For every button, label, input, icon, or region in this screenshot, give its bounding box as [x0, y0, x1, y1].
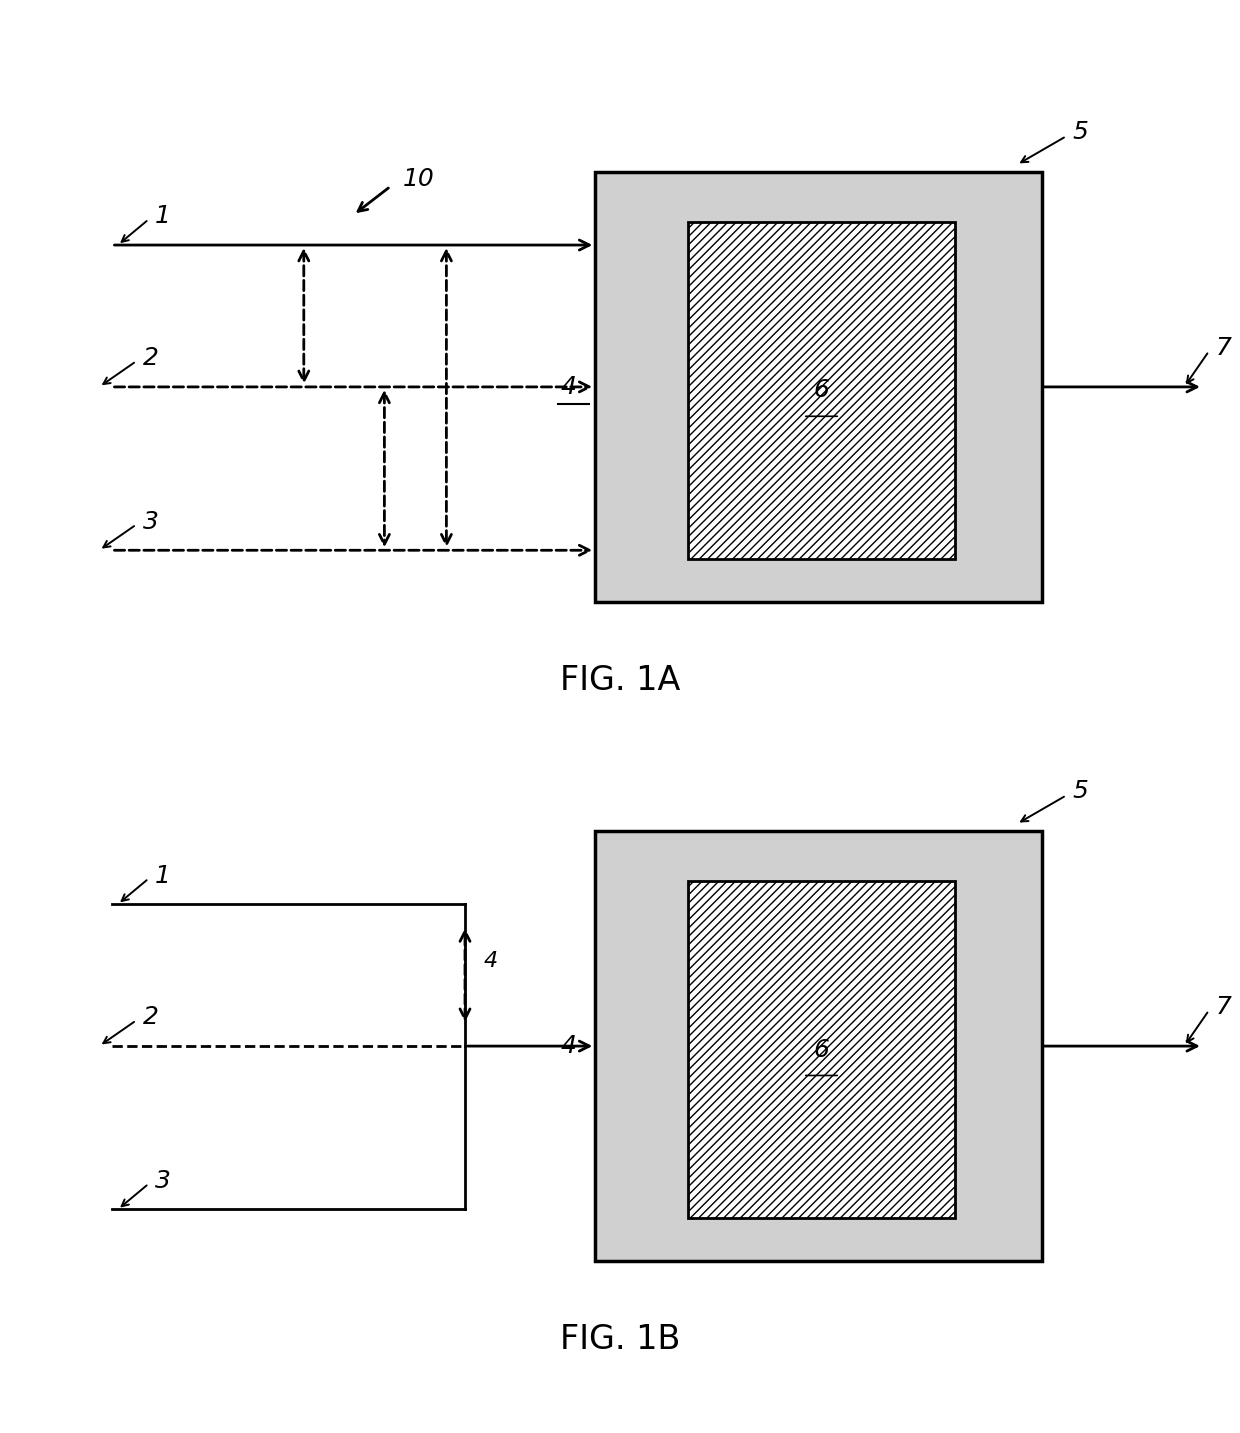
Text: 4: 4 — [484, 952, 497, 970]
Text: 1: 1 — [155, 205, 171, 228]
Text: 2: 2 — [143, 1006, 159, 1029]
Text: 1: 1 — [155, 864, 171, 887]
Text: FIG. 1B: FIG. 1B — [559, 1323, 681, 1357]
Bar — [595, 172, 1042, 602]
Text: 3: 3 — [155, 1169, 171, 1192]
Text: 2: 2 — [143, 347, 159, 370]
Text: 7: 7 — [1215, 996, 1231, 1019]
Text: 5: 5 — [1073, 780, 1089, 802]
Text: 3: 3 — [143, 510, 159, 533]
Text: 6: 6 — [813, 378, 830, 403]
Text: FIG. 1A: FIG. 1A — [559, 663, 681, 698]
Text: 4: 4 — [560, 375, 577, 398]
Text: 7: 7 — [1215, 337, 1231, 360]
Text: 10: 10 — [403, 168, 435, 191]
Text: 4: 4 — [560, 1035, 577, 1058]
Text: 5: 5 — [1073, 120, 1089, 143]
Bar — [688, 881, 955, 1218]
Text: 6: 6 — [813, 1037, 830, 1062]
Bar — [595, 831, 1042, 1261]
Bar — [688, 222, 955, 559]
